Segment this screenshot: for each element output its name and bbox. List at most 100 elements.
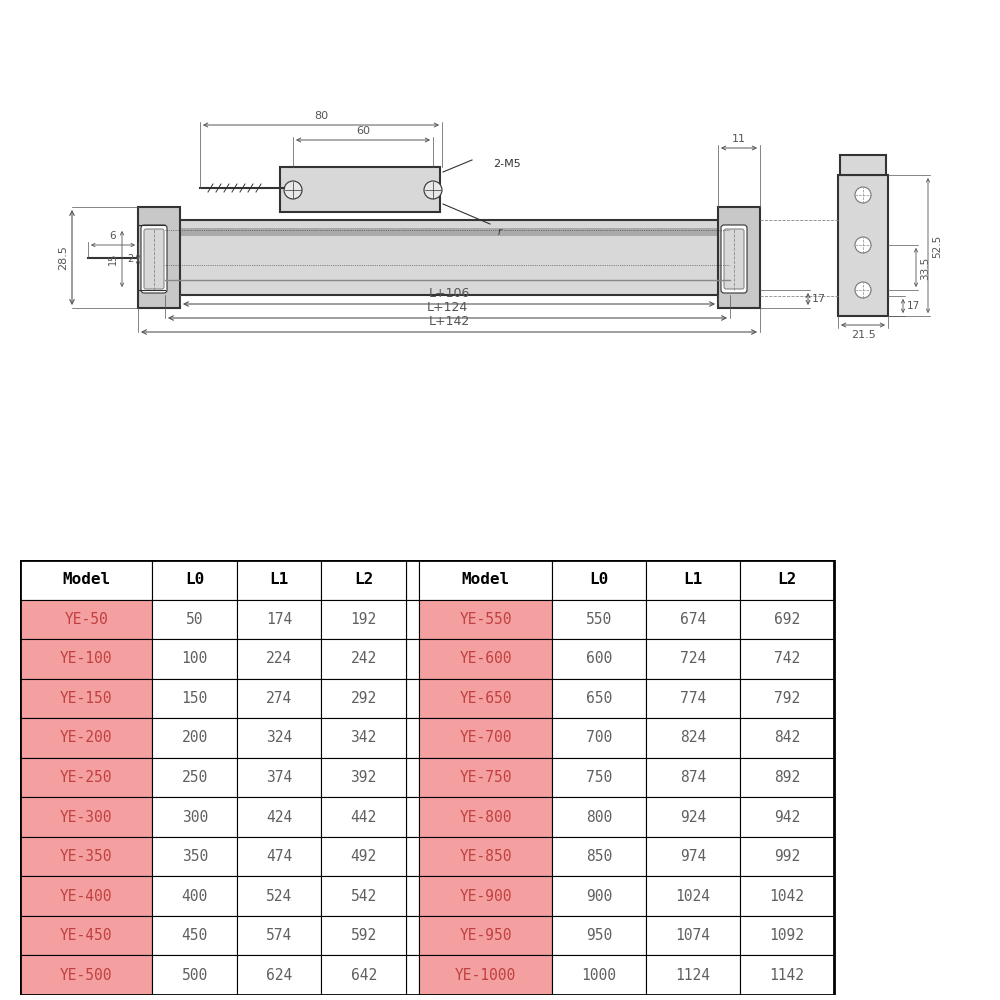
Text: 150: 150 [182,691,208,706]
Bar [419,600,552,639]
Bar [552,916,646,955]
Bar [419,758,552,797]
Text: 2-M5: 2-M5 [493,159,521,169]
Bar [740,955,834,995]
Text: 1124: 1124 [675,968,710,983]
Bar [237,837,321,876]
Bar [321,560,406,600]
Circle shape [855,187,871,203]
Bar [646,916,740,955]
Text: 700: 700 [586,730,612,745]
Bar [152,600,237,639]
Bar [237,916,321,955]
Bar [419,560,552,600]
Text: 650: 650 [586,691,612,706]
Text: 424: 424 [266,810,292,825]
Text: YE-500: YE-500 [60,968,112,983]
Text: 542: 542 [351,889,377,904]
Bar [152,560,237,600]
Text: 52.5: 52.5 [932,234,942,258]
Bar [321,718,406,758]
Text: YE-150: YE-150 [60,691,112,706]
Text: YE-950: YE-950 [459,928,512,943]
Text: 200: 200 [182,730,208,745]
Bar [321,955,406,995]
Bar [280,167,440,212]
Text: 192: 192 [351,612,377,627]
Bar [646,600,740,639]
Text: 300: 300 [182,810,208,825]
Bar [237,955,321,995]
Text: 60: 60 [356,126,370,136]
Text: 80: 80 [314,111,328,121]
Bar [138,207,180,308]
Bar [419,797,552,837]
Bar [552,560,646,600]
Bar [20,679,152,718]
Text: L+142: L+142 [428,315,470,328]
FancyBboxPatch shape [724,229,744,289]
Text: 250: 250 [182,770,208,785]
Text: 21.5: 21.5 [851,330,875,340]
Bar [237,600,321,639]
Bar [419,679,552,718]
Text: 600: 600 [586,651,612,666]
Text: YE-1000: YE-1000 [455,968,516,983]
Text: L+124: L+124 [427,301,468,314]
Bar [419,876,552,916]
Bar [406,797,419,837]
Text: YE-650: YE-650 [459,691,512,706]
Bar [406,639,419,679]
Text: 400: 400 [182,889,208,904]
Text: 17: 17 [907,301,920,311]
Bar [237,639,321,679]
Bar [237,718,321,758]
Bar [419,916,552,955]
Text: 1000: 1000 [581,968,616,983]
Bar [406,758,419,797]
Text: 642: 642 [351,968,377,983]
FancyBboxPatch shape [721,225,747,293]
Text: 550: 550 [586,612,612,627]
Bar [552,876,646,916]
Bar [646,797,740,837]
Bar [152,718,237,758]
Text: YE-50: YE-50 [64,612,108,627]
Bar [552,639,646,679]
Bar [552,955,646,995]
Bar [321,679,406,718]
Bar [646,758,740,797]
Bar [20,560,152,600]
Text: Model: Model [462,572,510,587]
Text: 524: 524 [266,889,292,904]
Text: 342: 342 [351,730,377,745]
Bar [152,876,237,916]
Bar [552,600,646,639]
Text: 892: 892 [774,770,800,785]
Text: 592: 592 [351,928,377,943]
Bar [237,797,321,837]
Bar [406,916,419,955]
Text: 674: 674 [680,612,706,627]
Text: 100: 100 [182,651,208,666]
Text: 33.5: 33.5 [920,256,930,280]
Bar [237,679,321,718]
Bar [321,876,406,916]
Bar [419,955,552,995]
Bar [646,876,740,916]
Text: 942: 942 [774,810,800,825]
Text: 792: 792 [774,691,800,706]
Text: YE-250: YE-250 [60,770,112,785]
Bar [20,797,152,837]
Bar [406,955,419,995]
Bar [152,837,237,876]
Bar [740,600,834,639]
Text: 50: 50 [186,612,203,627]
Text: L+106: L+106 [428,287,470,300]
Bar [552,718,646,758]
Bar [321,639,406,679]
Bar [406,876,419,916]
Text: 28.5: 28.5 [58,245,68,270]
Bar [840,155,886,175]
Bar [406,718,419,758]
